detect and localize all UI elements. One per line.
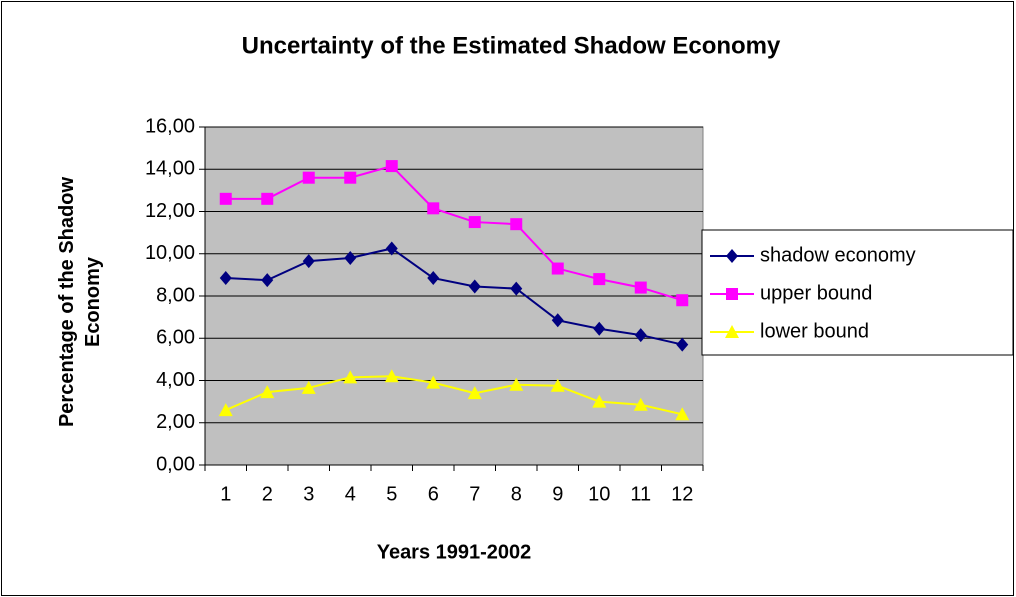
y-tick-label: 6,00	[156, 327, 195, 349]
legend-box	[701, 229, 1014, 356]
chart-title: Uncertainty of the Estimated Shadow Econ…	[242, 32, 781, 59]
marker	[725, 325, 739, 338]
marker	[427, 271, 440, 286]
marker	[550, 378, 565, 392]
legend-label: lower bound	[760, 320, 869, 342]
marker	[302, 254, 315, 269]
series-line	[225, 164, 683, 302]
x-tick-label: 7	[469, 483, 480, 505]
marker	[384, 369, 399, 383]
marker	[468, 216, 481, 229]
y-tick-label: 2,00	[156, 411, 195, 433]
y-tick-label: 14,00	[145, 158, 195, 180]
marker	[261, 273, 274, 288]
marker	[385, 160, 398, 173]
legend-label: upper bound	[760, 282, 872, 304]
y-tick-label: 4,00	[156, 369, 195, 391]
marker	[302, 171, 315, 184]
marker	[634, 328, 647, 343]
marker	[726, 288, 738, 300]
marker	[726, 249, 738, 263]
x-tick-label: 2	[262, 483, 273, 505]
x-tick-label: 5	[386, 483, 397, 505]
marker	[218, 403, 233, 417]
marker	[593, 273, 606, 286]
marker	[551, 262, 564, 275]
marker	[385, 241, 398, 256]
marker	[676, 294, 689, 307]
x-tick-label: 12	[671, 483, 693, 505]
marker	[343, 370, 358, 384]
marker	[219, 271, 232, 286]
y-tick-label: 10,00	[145, 242, 195, 264]
marker	[510, 218, 523, 231]
y-axis-title: Percentage of the Shadow Economy	[56, 176, 104, 428]
y-tick-label: 8,00	[156, 284, 195, 306]
marker	[510, 281, 523, 296]
marker	[633, 397, 648, 411]
x-tick-label: 9	[552, 483, 563, 505]
marker	[676, 337, 689, 352]
marker	[467, 386, 482, 400]
marker	[427, 202, 440, 215]
x-tick-label: 8	[511, 483, 522, 505]
legend-label: shadow economy	[760, 244, 916, 266]
marker	[344, 250, 357, 265]
series-line	[225, 375, 683, 416]
marker	[301, 380, 316, 394]
series-line	[225, 247, 683, 346]
marker	[426, 375, 441, 389]
marker	[344, 171, 357, 184]
marker	[593, 321, 606, 336]
marker	[260, 385, 275, 399]
x-tick-label: 6	[428, 483, 439, 505]
y-tick-label: 12,00	[145, 200, 195, 222]
marker	[551, 313, 564, 328]
marker	[261, 192, 274, 205]
marker	[219, 192, 232, 205]
marker	[675, 407, 690, 421]
marker	[592, 394, 607, 408]
y-tick-label: 0,00	[156, 453, 195, 475]
x-tick-label: 11	[630, 483, 651, 505]
x-axis-title: Years 1991-2002	[377, 541, 532, 563]
marker	[509, 377, 524, 391]
x-tick-label: 10	[588, 483, 610, 505]
x-tick-label: 3	[303, 483, 314, 505]
marker	[468, 279, 481, 294]
x-tick-label: 1	[220, 483, 231, 505]
y-tick-label: 16,00	[145, 115, 195, 137]
marker	[634, 281, 647, 294]
x-tick-label: 4	[345, 483, 356, 505]
